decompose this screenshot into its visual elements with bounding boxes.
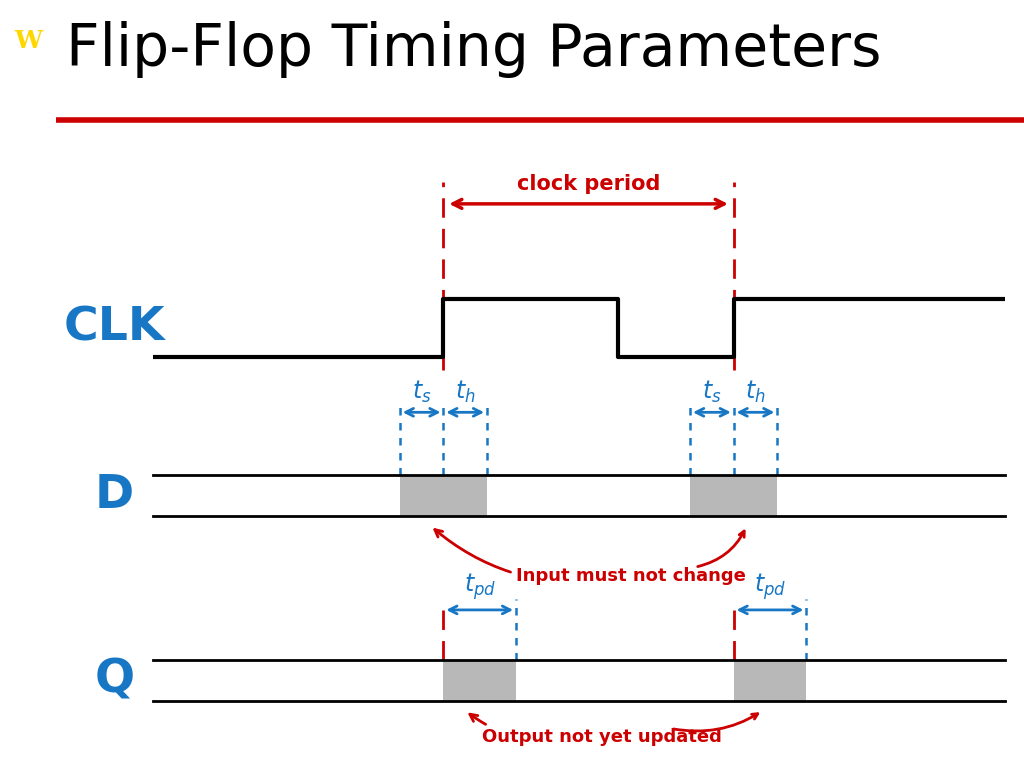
Text: $t_{pd}$: $t_{pd}$ bbox=[464, 571, 496, 602]
Bar bbox=[443, 660, 516, 701]
Text: Flip-Flop Timing Parameters: Flip-Flop Timing Parameters bbox=[66, 21, 882, 78]
Text: CLK: CLK bbox=[63, 306, 165, 351]
Text: Output not yet updated: Output not yet updated bbox=[470, 714, 722, 746]
Text: Q: Q bbox=[94, 658, 134, 703]
Text: Input must not change: Input must not change bbox=[435, 530, 745, 585]
Text: $t_s$: $t_s$ bbox=[702, 379, 722, 405]
Text: 7: 7 bbox=[23, 744, 34, 760]
Text: clock period: clock period bbox=[517, 174, 660, 194]
Bar bbox=[733, 660, 806, 701]
Text: W: W bbox=[14, 29, 42, 54]
Text: $t_{pd}$: $t_{pd}$ bbox=[754, 571, 786, 602]
Bar bbox=[399, 475, 487, 516]
Text: D: D bbox=[95, 473, 134, 518]
Text: $t_h$: $t_h$ bbox=[455, 379, 475, 405]
Bar bbox=[690, 475, 777, 516]
Text: $t_s$: $t_s$ bbox=[412, 379, 431, 405]
Text: Flip-Flop Timing Parameters: Flip-Flop Timing Parameters bbox=[22, 331, 35, 529]
Text: $t_h$: $t_h$ bbox=[745, 379, 766, 405]
